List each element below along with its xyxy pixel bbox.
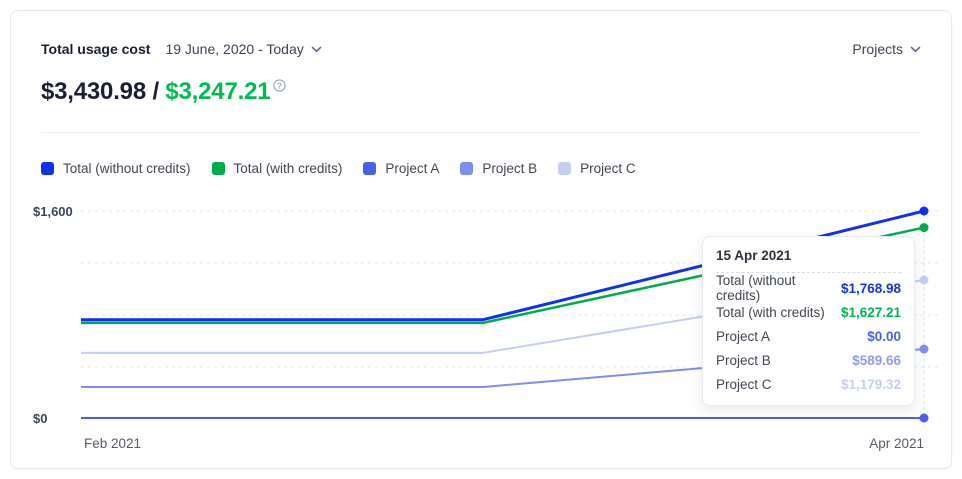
legend-swatch [460, 162, 474, 175]
legend-item-project-a[interactable]: Project A [363, 161, 439, 176]
info-icon[interactable]: ? [273, 71, 287, 99]
legend-item-total-with-credits[interactable]: Total (with credits) [211, 161, 343, 176]
tooltip-row: Total (without credits) $1,768.98 [716, 273, 901, 303]
data-point-dot [919, 275, 929, 285]
data-point-dot [919, 413, 929, 423]
legend-swatch [211, 162, 225, 175]
tooltip-row-value: $0.00 [867, 328, 901, 344]
projects-dropdown[interactable]: Projects [852, 41, 921, 57]
chart-tooltip: 15 Apr 2021 Total (without credits) $1,76… [702, 236, 915, 406]
tooltip-row-value: $589.66 [852, 352, 901, 368]
header-divider [41, 132, 921, 133]
legend-swatch [558, 162, 572, 175]
legend: Total (without credits) Total (with credi… [41, 161, 636, 176]
tooltip-row-value: $1,179.32 [840, 376, 901, 392]
total-with-credits-amount: $3,247.21 [165, 78, 271, 105]
x-axis-label-end: Apr 2021 [869, 436, 924, 451]
date-range-label: 19 June, 2020 - Today [165, 41, 304, 57]
legend-item-total-without-credits[interactable]: Total (without credits) [41, 161, 191, 176]
page-title: Total usage cost [41, 41, 151, 57]
y-axis-label-max: $1,600 [33, 204, 73, 219]
tooltip-row: Project A $0.00 [716, 324, 901, 348]
legend-label: Project C [580, 161, 636, 176]
tooltip-row-value: $1,627.21 [840, 304, 901, 320]
data-point-dot [919, 223, 929, 233]
x-axis-label-start: Feb 2021 [84, 436, 141, 451]
tooltip-row-label: Total (without credits) [716, 273, 796, 303]
total-without-credits-amount: $3,430.98 [41, 78, 146, 105]
tooltip-separator [716, 272, 901, 273]
tooltip-row-label: Total (with credits) [716, 304, 825, 320]
summary-amounts: $3,430.98 / $3,247.21 ? [41, 71, 287, 106]
projects-dropdown-label: Projects [852, 41, 903, 57]
date-range-dropdown[interactable]: 19 June, 2020 - Today [165, 41, 322, 57]
tooltip-row: Project B $589.66 [716, 348, 901, 372]
tooltip-rows: Total (without credits) $1,768.98 Total (w… [716, 273, 901, 396]
tooltip-row-label: Project C [716, 376, 772, 392]
data-point-dot [919, 206, 929, 216]
chevron-down-icon [910, 46, 921, 52]
legend-label: Total (without credits) [63, 161, 191, 176]
tooltip-row: Total (with credits) $1,627.21 [716, 300, 901, 324]
legend-label: Project A [385, 161, 440, 176]
amount-separator: / [145, 78, 166, 105]
legend-item-project-c[interactable]: Project C [558, 161, 636, 176]
y-axis-label-zero: $0 [33, 411, 47, 426]
card-header: Total usage cost 19 June, 2020 - Today P… [41, 39, 921, 59]
legend-swatch [41, 162, 54, 175]
chevron-down-icon [311, 46, 322, 52]
tooltip-date: 15 Apr 2021 [716, 248, 792, 263]
tooltip-row-value: $1,768.98 [840, 280, 901, 296]
legend-label: Project B [482, 161, 538, 176]
data-point-dot [919, 344, 929, 354]
tooltip-row-label: Project B [716, 352, 771, 368]
legend-item-project-b[interactable]: Project B [460, 161, 537, 176]
legend-swatch [363, 162, 377, 175]
tooltip-row: Project C $1,179.32 [716, 372, 901, 396]
tooltip-row-label: Project A [716, 328, 771, 344]
svg-text:?: ? [278, 81, 283, 90]
legend-label: Total (with credits) [233, 161, 343, 176]
